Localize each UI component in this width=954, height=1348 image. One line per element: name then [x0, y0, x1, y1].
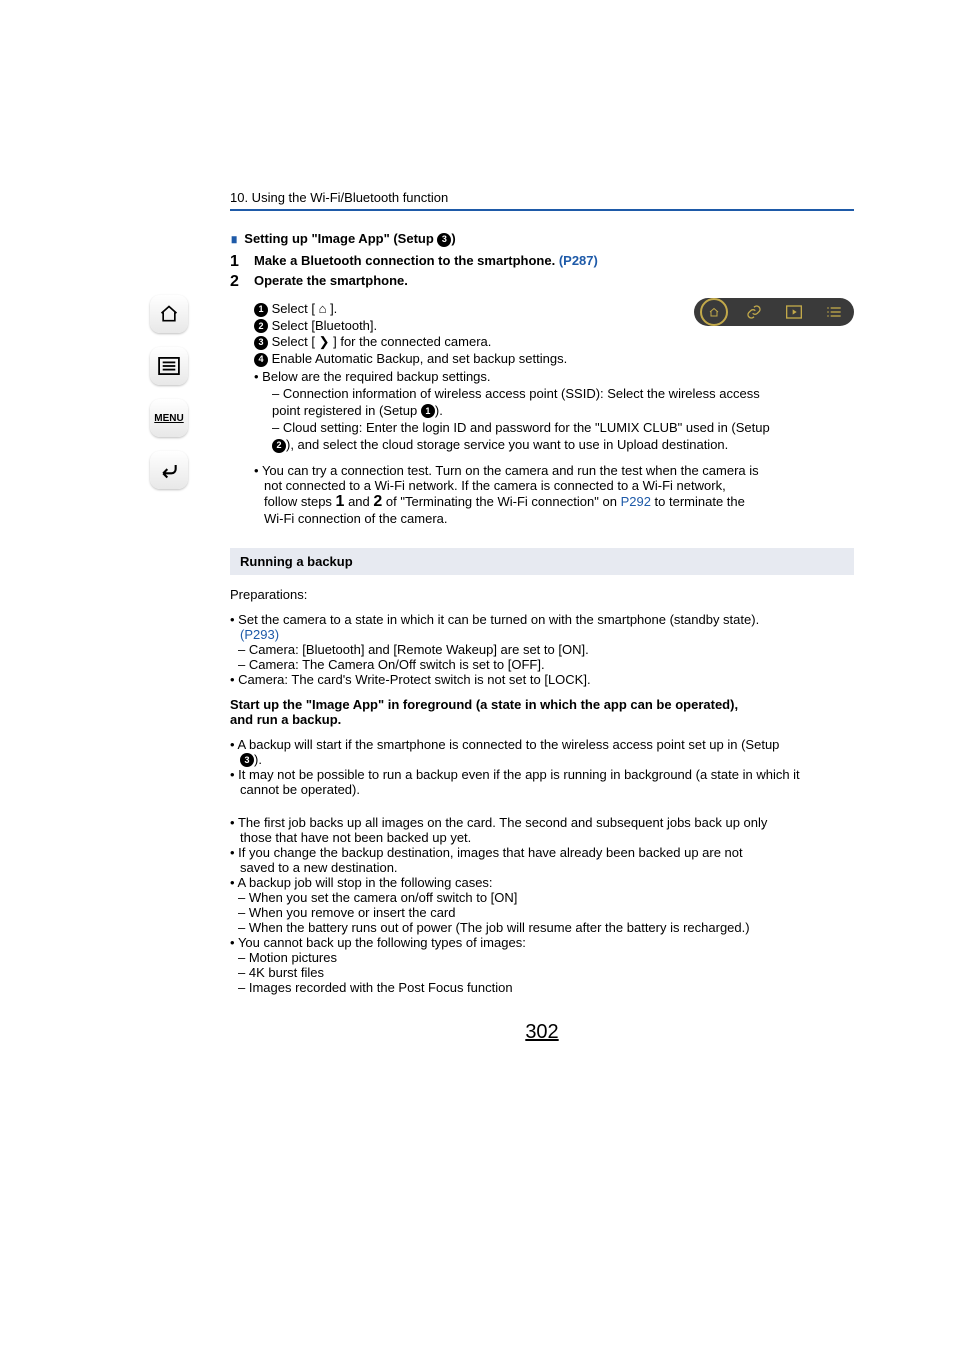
pill-home-icon [700, 298, 728, 326]
substep-text: ]. [326, 301, 337, 316]
chapter-heading: 10. Using the Wi-Fi/Bluetooth function [230, 190, 854, 211]
backup-setting-cloud: Cloud setting: Enter the login ID and pa… [272, 420, 854, 435]
section-heading-prefix: Setting up "Image App" (Setup [244, 231, 437, 246]
note-changedest-b: saved to a new destination. [240, 860, 854, 875]
substep-text: Select [ [272, 334, 319, 349]
note-cannot-1: 4K burst files [238, 965, 854, 980]
substep-text: Select [ [272, 301, 319, 316]
note-cannot-backup: You cannot back up the following types o… [230, 935, 854, 950]
badge-2-icon: 2 [272, 439, 286, 453]
sidebar-nav: MENU [150, 295, 188, 489]
prep-switch-off: Camera: The Camera On/Off switch is set … [238, 657, 854, 672]
note-stopcases: A backup job will stop in the following … [230, 875, 854, 890]
substep-badge: 4 [254, 353, 268, 367]
step-number: 1 [230, 253, 242, 271]
substep-text: Select [Bluetooth]. [272, 318, 378, 333]
link-p292[interactable]: P292 [621, 494, 651, 509]
connection-test-d: Wi-Fi connection of the camera. [264, 511, 854, 526]
step-1: 1 Make a Bluetooth connection to the sma… [230, 253, 854, 271]
note-stop-0: When you set the camera on/off switch to… [238, 890, 854, 905]
startup-note-0: A backup will start if the smartphone is… [230, 737, 854, 752]
note-cannot-2: Images recorded with the Post Focus func… [238, 980, 854, 995]
back-icon[interactable] [150, 451, 188, 489]
inner-steps: 1 Select [ ⌂ ]. 2 Select [Bluetooth]. 3 … [254, 301, 854, 526]
substep-badge: 2 [254, 319, 268, 333]
step-2: 2 Operate the smartphone. [230, 273, 854, 291]
menu-icon[interactable]: MENU [150, 399, 188, 437]
badge-3-icon: 3 [240, 753, 254, 767]
pill-link-icon [734, 304, 774, 320]
connection-test-c: follow steps 1 and 2 of "Terminating the… [264, 493, 854, 511]
prep-bt-remote: Camera: [Bluetooth] and [Remote Wakeup] … [238, 642, 854, 657]
link-p287[interactable]: (P287) [559, 253, 598, 268]
toc-icon[interactable] [150, 347, 188, 385]
notes-block: The first job backs up all images on the… [230, 815, 854, 995]
badge-3-icon: 3 [437, 233, 451, 247]
section-heading-suffix: ) [451, 231, 455, 246]
note-stop-1: When you remove or insert the card [238, 905, 854, 920]
note-firstjob-a: The first job backs up all images on the… [230, 815, 854, 830]
prep-standby: Set the camera to a state in which it ca… [230, 612, 854, 627]
chevron-icon: ❯ [319, 334, 330, 349]
startup-a: Start up the "Image App" in foreground (… [230, 697, 854, 712]
note-changedest-a: If you change the backup destination, im… [230, 845, 854, 860]
backup-setting-ssid: Connection information of wireless acces… [272, 386, 854, 401]
running-backup-heading: Running a backup [230, 548, 854, 575]
connection-test-b: not connected to a Wi-Fi network. If the… [264, 478, 854, 493]
note-stop-2: When the battery runs out of power (The … [238, 920, 854, 935]
substep-text: Enable Automatic Backup, and set backup … [272, 351, 568, 366]
app-toolbar-illustration [694, 298, 854, 326]
note-cannot-0: Motion pictures [238, 950, 854, 965]
connection-test-a: You can try a connection test. Turn on t… [254, 463, 854, 478]
backup-setting-ssid-cont: point registered in (Setup 1). [272, 403, 854, 419]
substep-text: ] for the connected camera. [330, 334, 492, 349]
pill-list-icon [814, 305, 854, 319]
startup-note-1b: cannot be operated). [240, 782, 854, 797]
startup-note-1a: It may not be possible to run a backup e… [230, 767, 854, 782]
startup-note-0-cont: 3). [240, 752, 854, 768]
backup-settings-intro: Below are the required backup settings. [254, 369, 854, 384]
badge-1-icon: 1 [421, 404, 435, 418]
startup-b: and run a backup. [230, 712, 854, 727]
note-firstjob-b: those that have not been backed up yet. [240, 830, 854, 845]
substep-badge: 1 [254, 303, 268, 317]
section-heading: ∎Setting up "Image App" (Setup 3) [230, 231, 854, 247]
step-2-text: Operate the smartphone. [254, 273, 408, 288]
step-number: 2 [230, 273, 242, 291]
prep-write-protect: Camera: The card's Write-Protect switch … [230, 672, 854, 687]
substep-badge: 3 [254, 336, 268, 350]
link-p293[interactable]: (P293) [240, 627, 854, 642]
page-number: 302 [230, 1021, 854, 1044]
step-1-text: Make a Bluetooth connection to the smart… [254, 253, 555, 268]
backup-setting-cloud-cont: 2), and select the cloud storage service… [272, 437, 854, 453]
pill-play-icon [774, 305, 814, 319]
preparations-label: Preparations: [230, 587, 854, 602]
home-icon[interactable] [150, 295, 188, 333]
